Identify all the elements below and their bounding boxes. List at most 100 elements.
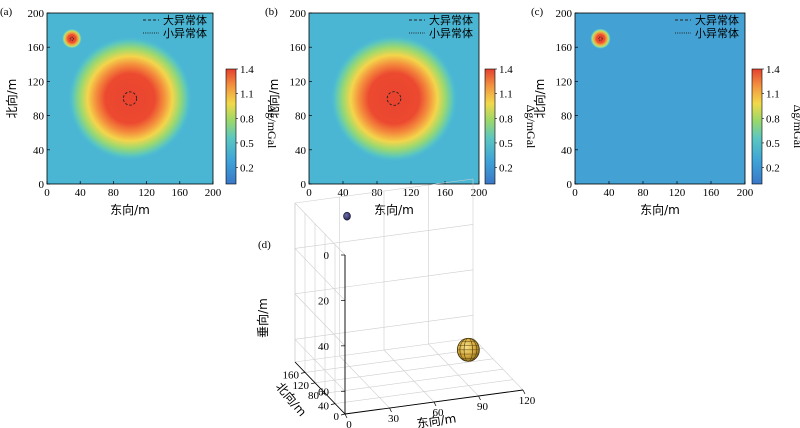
y-tick-label: 160 (290, 42, 307, 54)
colorbar-tick-label: 0.2 (766, 163, 780, 175)
y-tick-label: 160 (556, 42, 573, 54)
colorbar-tick-label: 1.4 (766, 64, 780, 76)
panel-b: 0 40 80 120 160 200 0 40 80 120 160 200 东向/m 北向/m (b) 大… (265, 6, 538, 217)
legend-large-label: 大异常体 (695, 13, 739, 27)
x-tick-label: 200 (205, 187, 222, 199)
x-tick-label: 160 (172, 187, 189, 199)
grid-line (294, 224, 474, 249)
large-anomaly-outline (386, 91, 402, 106)
z-tick-label: 40 (318, 341, 330, 353)
grid-line (304, 348, 484, 373)
y-tick-label: 0 (334, 411, 340, 423)
anomaly-field-small (61, 28, 82, 49)
colorbar (751, 68, 763, 185)
y-axis-line (294, 361, 346, 415)
grid-line (294, 178, 474, 204)
x-tick-label: 0 (306, 187, 312, 199)
y-tick-label: 160 (28, 42, 45, 54)
plot-frame (46, 12, 214, 185)
y-tick-label: 0 (301, 179, 307, 191)
x-tick-label: 120 (669, 187, 686, 199)
small-anomaly-outline (69, 36, 75, 41)
grid-line (294, 248, 346, 301)
x-axis-label: 东向/m (640, 202, 680, 217)
x-tick-label: 160 (703, 187, 720, 199)
panel-c: 0 40 80 120 160 200 0 40 80 120 160 200 东向/m 北向/m (c) 大… (531, 6, 800, 217)
colorbar-tick-label: 0.5 (499, 138, 513, 150)
y-tick (320, 392, 326, 395)
x-tick (389, 407, 392, 413)
panel-tag: (d) (258, 239, 271, 251)
plot-frame (308, 12, 480, 185)
small-anomaly-outline (598, 36, 603, 41)
z-tick-label: 0 (324, 250, 330, 262)
legend-small-label: 小异常体 (695, 26, 739, 40)
x-tick-label: 120 (519, 395, 536, 407)
colorbar-tick-label: 0.8 (499, 113, 513, 125)
x-tick-label: 0 (572, 187, 578, 199)
x-tick-label: 200 (471, 187, 488, 199)
colorbar-tick-label: 1.1 (766, 89, 780, 101)
grid-line (334, 379, 514, 404)
x-tick-label: 80 (372, 187, 384, 199)
small-anomaly-sphere (343, 211, 351, 221)
x-tick (478, 395, 481, 401)
x-tick-label: 200 (737, 187, 754, 199)
y-tick-label: 80 (561, 111, 573, 123)
y-tick (340, 413, 346, 416)
x-tick (344, 413, 348, 419)
x-axis-label: 东向/m (374, 202, 414, 217)
colorbar-tick-label: 0.5 (240, 138, 254, 150)
y-tick-label: 40 (33, 145, 45, 157)
y-tick-label: 200 (290, 8, 307, 20)
z-axis-label: 垂向/m (255, 298, 270, 338)
y-axis-label: 北向/m (532, 79, 547, 119)
x-axis-label: 东向/m (110, 202, 150, 217)
large-anomaly-outline (122, 91, 138, 106)
y-tick-label: 80 (295, 111, 307, 123)
x-tick-label: 0 (44, 187, 50, 199)
x-tick (433, 401, 437, 407)
x-tick-label: 30 (388, 413, 400, 425)
colorbar-tick-label: 1.1 (499, 89, 513, 101)
panel-tag: (b) (265, 6, 278, 18)
grid-line (294, 202, 346, 256)
colorbar-tick-label: 1.4 (240, 64, 254, 76)
x-tick-label: 40 (338, 187, 350, 199)
x-tick-label: 40 (604, 187, 616, 199)
legend-small-label: 小异常体 (429, 26, 473, 40)
colorbar-tick-label: 0.8 (240, 113, 254, 125)
y-tick-label: 0 (39, 179, 45, 191)
y-tick-label: 120 (293, 380, 310, 392)
x-tick-label: 120 (138, 187, 155, 199)
colorbar-tick-label: 0.8 (766, 113, 780, 125)
colorbar-tick-label: 0.5 (766, 138, 780, 150)
colorbar-tick-label: 1.4 (499, 64, 513, 76)
colorbar-tick-label: 0.2 (499, 163, 513, 175)
grid-line (472, 337, 524, 391)
y-tick-label: 200 (28, 8, 45, 20)
x-tick-label: 80 (638, 187, 650, 199)
y-tick (330, 403, 336, 405)
anomaly-field-large (330, 34, 458, 163)
y-tick-label: 160 (283, 369, 300, 381)
colorbar-label: Δg/mGal (265, 105, 279, 149)
large-anomaly-sphere (456, 337, 480, 362)
x-tick-label: 60 (433, 407, 445, 419)
grid-line (294, 339, 346, 392)
y-tick (310, 382, 316, 385)
y-tick-label: 80 (308, 390, 320, 402)
x-axis-label: 东向/m (416, 410, 457, 428)
colorbar-tick-label: 1.1 (240, 89, 254, 101)
colorbar (225, 68, 237, 185)
y-tick-label: 120 (556, 76, 573, 88)
z-tick-label: 20 (318, 295, 330, 307)
panel-tag: (a) (0, 6, 13, 18)
legend-large-label: 大异常体 (429, 13, 473, 27)
y-tick-label: 40 (318, 401, 330, 413)
x-tick-label: 120 (403, 187, 420, 199)
panel-a: 0 40 80 120 160 200 0 40 80 120 160 200 东向/m 北向/m (a) 大… (0, 6, 279, 217)
y-tick-label: 0 (567, 179, 573, 191)
y-tick-label: 40 (561, 145, 573, 157)
